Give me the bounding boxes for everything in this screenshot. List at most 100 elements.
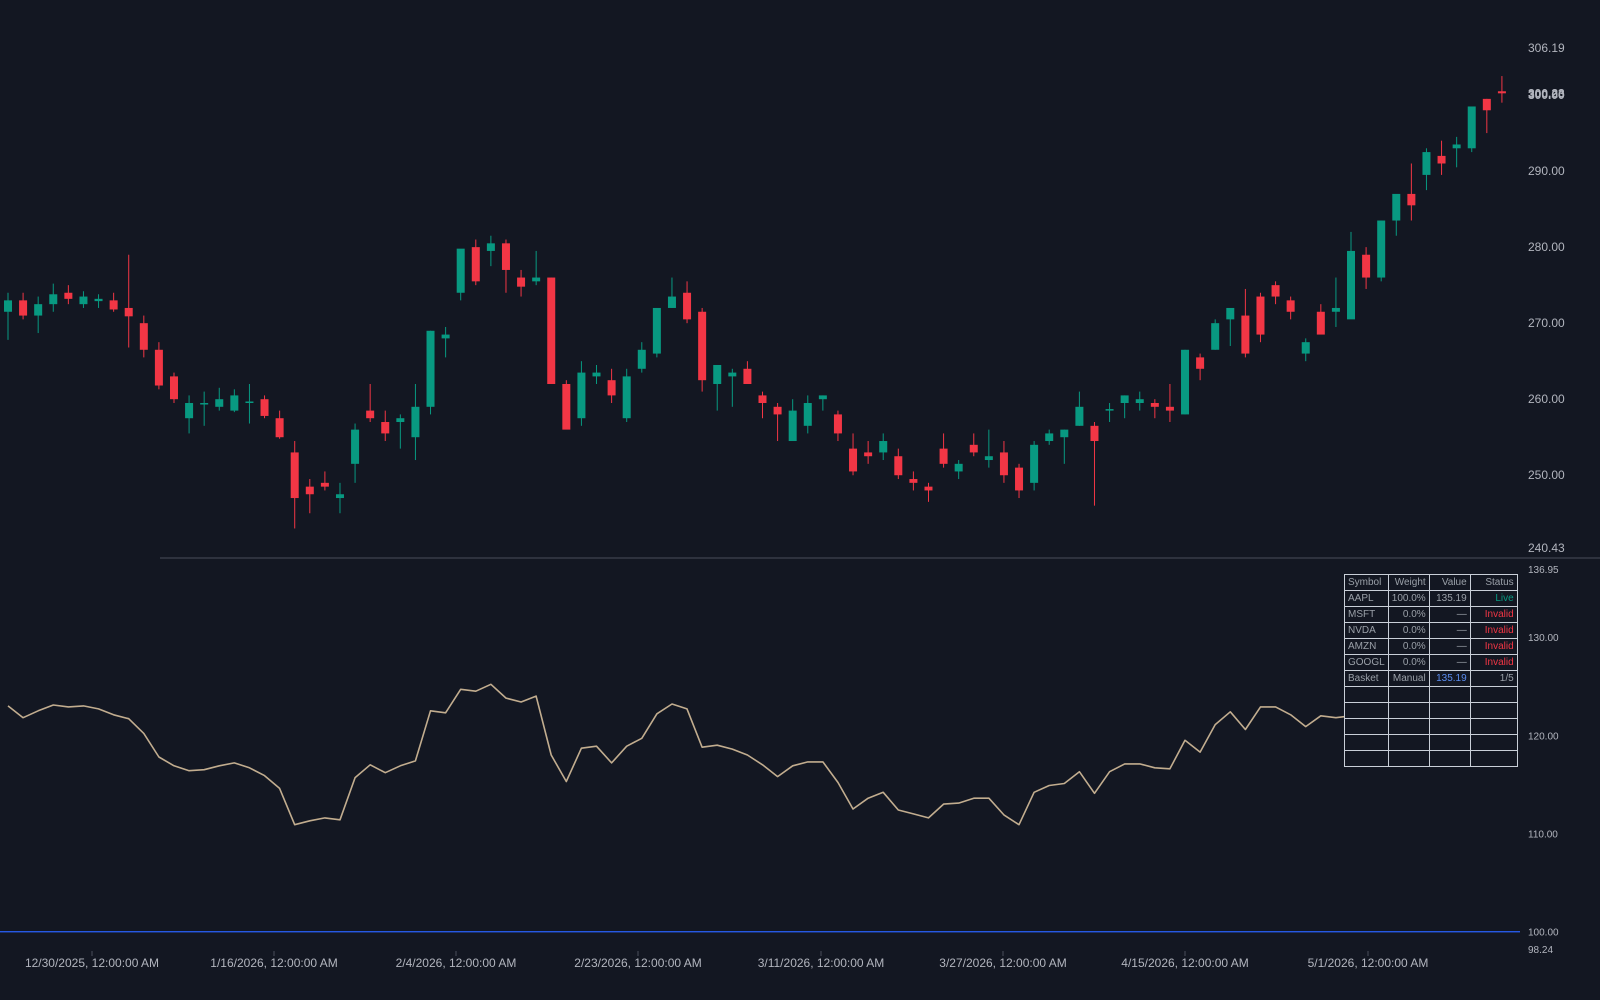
candle bbox=[803, 395, 812, 434]
price-tick-label: 306.19 bbox=[1528, 41, 1565, 55]
candle bbox=[1271, 281, 1280, 305]
candle-body bbox=[320, 482, 329, 487]
candle-body bbox=[169, 376, 178, 400]
candle-body bbox=[1030, 444, 1039, 483]
candle-body bbox=[396, 418, 405, 423]
candle bbox=[849, 433, 858, 476]
candle-body bbox=[335, 494, 344, 499]
candle bbox=[667, 277, 676, 308]
candle-body bbox=[773, 406, 782, 415]
cell-status: Invalid bbox=[1469, 606, 1518, 623]
candle bbox=[49, 283, 58, 312]
candle bbox=[1211, 319, 1220, 350]
candle-body bbox=[124, 307, 133, 317]
candle bbox=[954, 460, 963, 480]
cell-symbol: GOOGL bbox=[1344, 654, 1389, 671]
table-row: GOOGL 0.0% — Invalid bbox=[1344, 654, 1518, 671]
candle bbox=[698, 307, 707, 392]
empty-cell bbox=[1344, 686, 1389, 703]
candle bbox=[683, 281, 692, 324]
indicator-pane bbox=[0, 585, 1520, 933]
candle-body bbox=[909, 479, 918, 483]
candle-body bbox=[652, 307, 661, 354]
candle-body bbox=[1120, 395, 1129, 404]
price-tick-label: 270.00 bbox=[1528, 316, 1565, 330]
candle bbox=[592, 364, 601, 384]
candle bbox=[713, 364, 722, 411]
empty-cell bbox=[1428, 750, 1471, 767]
candle-body bbox=[743, 368, 752, 384]
empty-cell bbox=[1387, 686, 1430, 703]
candle bbox=[381, 410, 390, 442]
candle-body bbox=[924, 486, 933, 491]
time-tick-label: 1/16/2026, 12:00:00 AM bbox=[210, 956, 337, 970]
candle bbox=[1286, 296, 1295, 320]
candle bbox=[517, 269, 526, 297]
candle bbox=[1241, 288, 1250, 358]
indicator-tick-label: 110.00 bbox=[1528, 830, 1558, 841]
candle bbox=[818, 395, 827, 411]
candle-body bbox=[1181, 349, 1190, 415]
candle-body bbox=[788, 410, 797, 442]
candle bbox=[64, 285, 73, 305]
empty-table-row bbox=[1344, 734, 1518, 751]
candle-body bbox=[1060, 429, 1069, 438]
candle bbox=[622, 368, 631, 423]
empty-cell bbox=[1344, 734, 1389, 751]
candle bbox=[230, 389, 239, 413]
cell-status: Live bbox=[1469, 590, 1518, 607]
candle-body bbox=[1316, 311, 1325, 335]
cell-symbol: AMZN bbox=[1344, 638, 1389, 655]
candle-body bbox=[230, 395, 239, 411]
candle-body bbox=[969, 444, 978, 453]
candle bbox=[411, 383, 420, 461]
candle-body bbox=[139, 323, 148, 350]
candle bbox=[124, 254, 133, 348]
candle bbox=[1090, 422, 1099, 506]
candle bbox=[320, 471, 329, 491]
candle-body bbox=[984, 456, 993, 461]
candle-body bbox=[592, 372, 601, 377]
time-tick-label: 5/1/2026, 12:00:00 AM bbox=[1308, 956, 1429, 970]
empty-cell bbox=[1387, 702, 1430, 719]
candle-body bbox=[1437, 155, 1446, 164]
candle bbox=[788, 399, 797, 442]
candle bbox=[924, 482, 933, 502]
candle-body bbox=[1226, 307, 1235, 320]
candle-body bbox=[547, 277, 556, 384]
candle bbox=[426, 330, 435, 415]
candle bbox=[879, 433, 888, 461]
candle-body bbox=[94, 298, 103, 302]
candle bbox=[1060, 429, 1069, 464]
candle-body bbox=[833, 414, 842, 434]
candle bbox=[1256, 292, 1265, 343]
candle bbox=[109, 292, 118, 312]
candle bbox=[969, 433, 978, 457]
candle-body bbox=[200, 403, 209, 405]
candle bbox=[577, 361, 586, 426]
time-tick-label: 2/23/2026, 12:00:00 AM bbox=[574, 956, 701, 970]
cell-weight: 0.0% bbox=[1387, 654, 1430, 671]
header-status: Status bbox=[1469, 574, 1518, 591]
candle bbox=[532, 250, 541, 286]
candle bbox=[1075, 391, 1084, 426]
candle-body bbox=[351, 429, 360, 464]
candle bbox=[486, 235, 495, 267]
candle-body bbox=[864, 452, 873, 457]
candle-body bbox=[49, 294, 58, 305]
candle-body bbox=[879, 441, 888, 453]
cell-status: 1/5 bbox=[1469, 670, 1518, 687]
time-tick-label: 3/27/2026, 12:00:00 AM bbox=[939, 956, 1066, 970]
candle-body bbox=[803, 403, 812, 426]
candle-body bbox=[713, 364, 722, 384]
candle bbox=[984, 429, 993, 468]
candle bbox=[833, 410, 842, 442]
empty-cell bbox=[1469, 750, 1518, 767]
price-tick-label: 280.00 bbox=[1528, 240, 1565, 254]
candle bbox=[1331, 277, 1340, 327]
candle bbox=[562, 380, 571, 430]
price-tick-label: 250.00 bbox=[1528, 468, 1565, 482]
candle-body bbox=[1467, 106, 1476, 149]
candle-body bbox=[849, 448, 858, 472]
